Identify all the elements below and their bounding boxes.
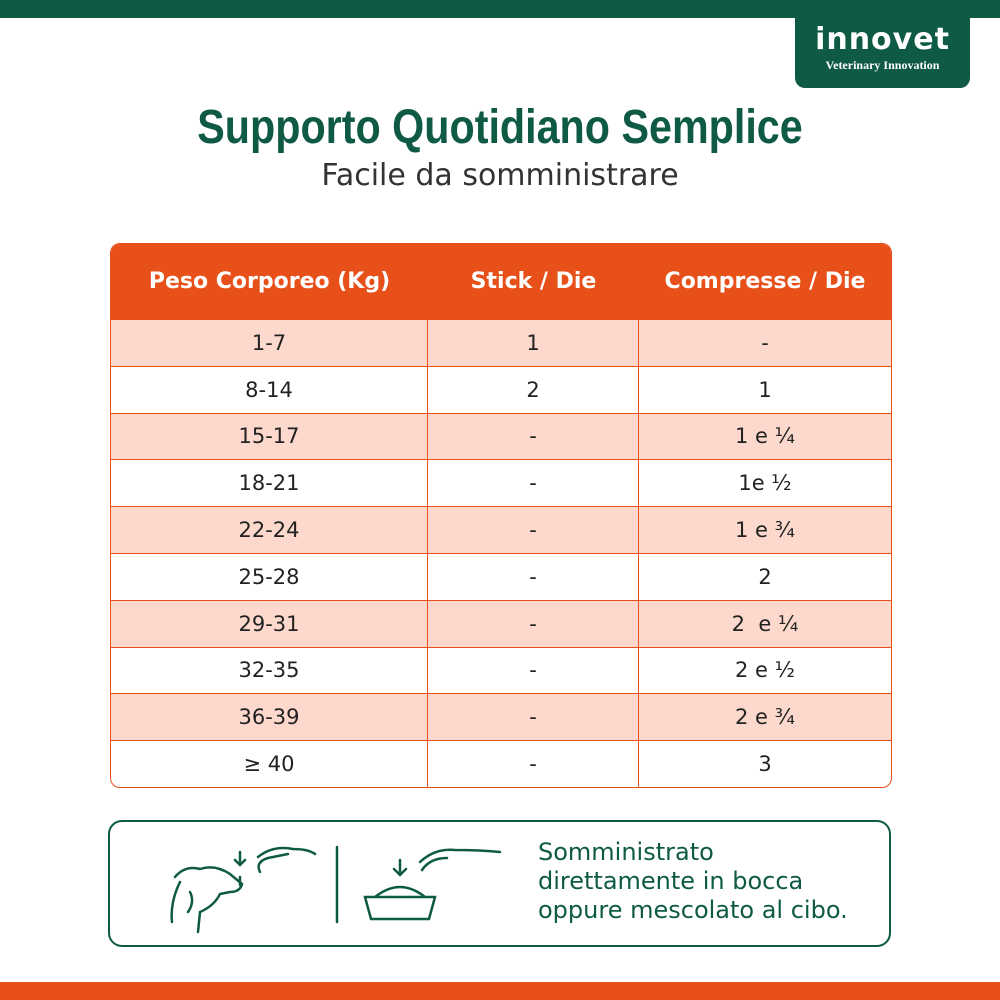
top-bar [0,0,1000,18]
table-cell: - [428,694,639,741]
table-cell: 1 e ¼ [735,424,795,449]
table-header: Peso Corporeo (Kg) Stick / Die Compresse /… [111,244,891,319]
table-row: 1-7 1 - [111,319,891,366]
column-header: Stick / Die [470,269,597,294]
note-box [108,820,891,947]
table-cell: - [428,647,639,694]
table-cell: 1-7 [111,320,428,366]
table-row: 18-21- 1e ½ [111,459,891,507]
logo-tagline: Veterinary Innovation [825,58,940,72]
table-cell: 2 [428,366,639,413]
hand-icon [233,846,317,887]
table-cell: 2 e ¾ [735,705,795,730]
table-cell: ≥ 40 [111,741,428,787]
table-cell: 32-35 [111,647,428,694]
table-cell: 29-31 [111,600,428,647]
table-cell: 3 [758,752,772,777]
table-row: ≥ 40- 3 [111,740,891,787]
dog-icon [170,866,244,934]
table-cell: 1e ½ [738,471,792,496]
table-row: 32-35- 2 e ½ [111,646,891,694]
note-line: direttamente in bocca [538,867,804,895]
table-cell: - [428,507,639,553]
table-row: 22-24- 1 e ¾ [111,506,891,553]
table-cell: 1 e ¾ [735,518,795,543]
logo-brand: innovet [815,22,950,57]
table-row: 29-31- 2 e ¼ [111,599,891,647]
note-text: Somministrato direttamente in bocca oppure… [538,838,848,925]
table-cell: 2 e ¼ [731,611,799,636]
table-cell: 36-39 [111,694,428,741]
bowl-icon [363,848,502,921]
column-header: Peso Corporeo (Kg) [148,269,391,294]
table-cell: 15-17 [111,413,428,460]
dosage-table: Peso Corporeo (Kg) Stick / Die Compresse /… [110,243,892,788]
table-cell: - [428,553,639,600]
table-cell: 8-14 [111,366,428,413]
note-line: oppure mescolato al cibo. [538,896,848,924]
table-cell: - [428,460,639,507]
table-cell: - [428,741,639,787]
table-row: 15-17- 1 e ¼ [111,412,891,460]
table-cell: - [428,600,639,647]
logo: innovet Veterinary Innovation [795,18,970,88]
table-cell: 18-21 [111,460,428,507]
column-header: Compresse / Die [664,269,866,294]
table-body: 1-7 1-8-14 2 1 15-17-1 e ¼ 18-21-1e ½ 22-24-1 … [111,319,891,787]
note-line: Somministrato [538,838,714,866]
table-cell: 2 e ½ [735,658,795,683]
subtitle: Facile da somministrare [321,158,679,193]
table-cell: - [761,330,769,355]
table-cell: 22-24 [111,507,428,553]
icons [170,845,502,934]
table-cell: 1 [428,320,639,366]
table-cell: 25-28 [111,553,428,600]
table-row: 36-39- 2 e ¾ [111,693,891,741]
table-cell: 1 [758,377,772,402]
bottom-bar [0,982,1000,1000]
table-row: 8-14 2 1 [111,365,891,413]
table-cell: - [428,413,639,460]
table-row: 25-28- 2 [111,552,891,600]
title: Supporto Quotidiano Semplice [197,101,803,154]
table-cell: 2 [758,564,772,589]
